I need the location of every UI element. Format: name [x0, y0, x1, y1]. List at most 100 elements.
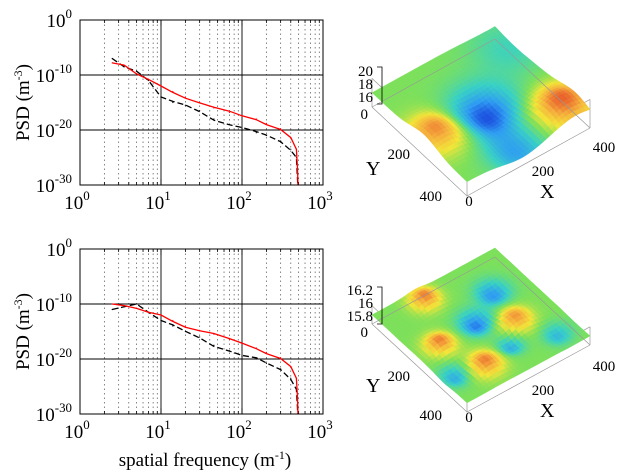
x-tick-label: 102 — [226, 188, 251, 214]
x-tick-label: 100 — [64, 417, 89, 443]
data-point-red-solid — [147, 311, 150, 313]
data-point-red-solid — [280, 128, 282, 130]
y-tick-label: 400 — [420, 408, 443, 424]
box-edge — [494, 256, 591, 346]
surface-cell — [491, 26, 499, 32]
x-tick-label: 101 — [145, 417, 170, 443]
data-point-red-solid — [147, 78, 150, 80]
data-point-red-solid — [265, 351, 267, 353]
plot-frame — [79, 19, 324, 186]
data-point-red-solid — [111, 62, 113, 64]
x-tick-label-base: 10 — [145, 422, 164, 443]
y-tick-label: 10-20 — [36, 116, 72, 142]
data-point-red-solid — [290, 366, 292, 368]
data-point-black-dashed — [298, 424, 299, 425]
data-point-red-solid — [172, 90, 174, 93]
data-point-black-dashed — [265, 362, 267, 364]
data-point-red-solid — [123, 305, 125, 307]
y-tick-label-exp: -20 — [55, 116, 72, 131]
plot-frame — [79, 248, 324, 415]
x-axis-title: X — [540, 400, 555, 422]
data-point-black-dashed — [255, 358, 257, 360]
y-tick-label: 10-10 — [36, 290, 72, 316]
data-point-red-solid — [199, 101, 201, 104]
x-tick-label: 400 — [593, 140, 616, 156]
y-tick-label-exp: -10 — [55, 61, 72, 76]
data-point-black-dashed — [255, 132, 257, 134]
x-tick-label-base: 10 — [226, 193, 245, 214]
x-tick-label: 0 — [465, 410, 473, 426]
z-tick-label: 18 — [358, 77, 373, 93]
data-point-red-solid — [136, 73, 138, 75]
data-point-black-dashed — [228, 350, 231, 352]
data-point-black-dashed — [241, 127, 243, 129]
data-point-red-solid — [296, 167, 299, 170]
x-tick-label-base: 10 — [307, 422, 326, 443]
data-point-black-dashed — [228, 123, 231, 126]
x-tick-label: 0 — [465, 194, 473, 210]
data-point-red-solid — [213, 333, 215, 335]
x-axis-title: spatial frequency (m-1) — [119, 448, 291, 471]
data-point-red-solid — [123, 64, 125, 66]
series-black-dashed — [112, 303, 299, 414]
y-tick-label: 10-10 — [36, 61, 72, 87]
y-tick-label: 100 — [47, 235, 72, 261]
data-point-black-dashed — [136, 70, 138, 72]
data-point-red-solid — [290, 137, 292, 139]
x-tick-label-base: 10 — [145, 193, 164, 214]
x-tick-label-exp: 0 — [83, 188, 89, 203]
y-tick-label-exp: 0 — [66, 235, 72, 250]
x-tick-label-exp: 3 — [326, 188, 332, 203]
data-point-black-dashed — [160, 96, 162, 98]
data-point-red-solid — [199, 329, 201, 331]
y-tick-label: 200 — [388, 147, 411, 163]
y-tick-label: 100 — [47, 6, 72, 32]
data-point-black-dashed — [184, 330, 186, 333]
box-edge — [371, 38, 496, 108]
data-point-red-solid — [160, 314, 162, 316]
y-tick-label-base: 10 — [36, 121, 55, 142]
box-edge — [494, 38, 591, 129]
series-red-solid — [112, 303, 299, 414]
box-edge — [371, 256, 496, 325]
data-point-black-dashed — [241, 355, 243, 357]
x-tick-label: 200 — [532, 383, 555, 399]
data-point-red-solid — [298, 195, 299, 196]
data-point-black-dashed — [280, 140, 282, 142]
data-point-black-dashed — [184, 104, 186, 106]
x-tick-label-exp: 2 — [245, 188, 251, 203]
x-tick-label-base: 10 — [64, 193, 83, 214]
x-tick-label: 400 — [593, 359, 616, 375]
x-tick-label-exp: 1 — [164, 188, 170, 203]
data-point-black-dashed — [160, 319, 162, 322]
data-point-red-solid — [241, 115, 243, 117]
y-tick-label-exp: -30 — [55, 171, 72, 186]
data-point-red-solid — [265, 122, 267, 124]
y-tick-label-base: 10 — [36, 176, 55, 197]
z-axis-brace — [377, 286, 383, 325]
data-point-black-dashed — [280, 368, 282, 370]
x-tick-label: 100 — [64, 188, 89, 214]
data-point-black-dashed — [290, 148, 292, 150]
data-point-red-solid — [296, 396, 299, 399]
data-point-black-dashed — [199, 336, 201, 338]
x-axis-title: X — [540, 181, 555, 203]
x-tick-label: 103 — [307, 417, 332, 443]
data-point-red-solid — [228, 111, 231, 113]
data-point-black-dashed — [123, 306, 125, 308]
data-point-red-solid — [111, 303, 113, 305]
data-point-black-dashed — [111, 308, 113, 311]
data-point-red-solid — [172, 319, 174, 322]
data-point-red-solid — [280, 357, 282, 359]
series-red-solid — [112, 62, 299, 185]
data-point-red-solid — [255, 118, 257, 120]
surface-mesh — [371, 247, 591, 404]
x-tick-label-base: 10 — [64, 422, 83, 443]
z-axis-brace — [377, 66, 383, 105]
y-tick-label: 10-30 — [36, 400, 72, 426]
data-point-red-solid — [228, 339, 231, 341]
y-tick-label: 0 — [361, 325, 369, 341]
data-point-black-dashed — [265, 134, 267, 137]
